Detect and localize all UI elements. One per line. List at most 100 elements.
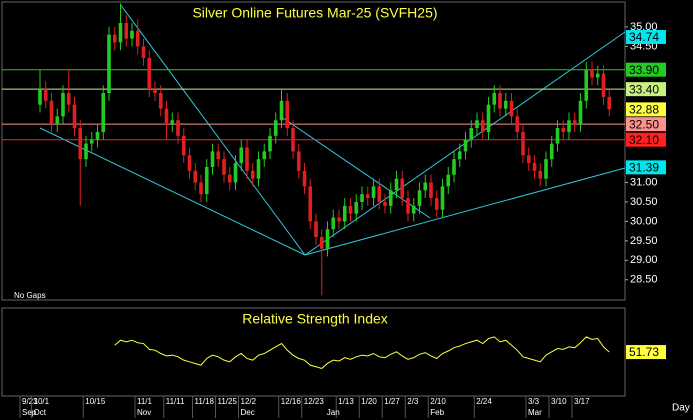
candle-body	[417, 190, 422, 206]
candle-body	[365, 194, 370, 199]
candle-body	[181, 135, 186, 156]
y-tick-label: 35.00	[630, 21, 658, 33]
candle-body	[354, 201, 359, 214]
candle-body	[452, 159, 456, 175]
candle-body	[43, 89, 48, 101]
candle-body	[285, 100, 290, 129]
candle-body	[377, 186, 382, 202]
candle-body	[400, 178, 405, 199]
month-label: Dec	[241, 408, 255, 417]
candle-body	[250, 170, 255, 179]
candle-body	[475, 120, 479, 129]
candle-body	[567, 120, 571, 132]
candle-body	[141, 46, 146, 59]
candle-body	[434, 198, 439, 210]
candle-body	[118, 23, 123, 43]
x-tick-label: 10/1	[34, 397, 50, 406]
candle-body	[107, 34, 111, 94]
candle-body	[124, 23, 129, 39]
candle-body	[337, 217, 341, 222]
candle-body	[222, 159, 226, 175]
x-tick-label: 1/20	[361, 397, 377, 406]
level-label-box	[626, 102, 666, 117]
level-label: 34.74	[629, 30, 659, 44]
candle-body	[227, 174, 232, 183]
marks: 35.0034.5031.0030.5030.0029.5029.0028.50…	[2, 3, 666, 418]
candle-body	[147, 58, 152, 90]
candle-body	[515, 116, 520, 132]
candle-body	[216, 151, 221, 160]
candle-body	[457, 151, 462, 160]
x-tick-label: 10/15	[85, 397, 106, 406]
trendline	[304, 167, 626, 256]
candle-body	[273, 120, 278, 136]
candle-body	[164, 108, 169, 125]
x-tick-label: 1/13	[338, 397, 354, 406]
candle-body	[78, 128, 83, 160]
candle-body	[112, 34, 117, 43]
x-tick-label: 9/23	[22, 397, 38, 406]
level-label-box	[626, 160, 666, 175]
candle-body	[411, 205, 416, 214]
candle-body	[89, 139, 94, 144]
candle-body	[440, 186, 445, 210]
candle-body	[170, 120, 175, 125]
candle-body	[204, 166, 209, 195]
y-tick-label: 29.50	[630, 235, 658, 247]
candle-body	[176, 120, 180, 136]
candle-body	[55, 116, 60, 125]
candle-body	[590, 69, 594, 78]
level-label-box	[626, 132, 666, 147]
candle-body	[486, 104, 491, 132]
candle-body	[84, 143, 88, 160]
x-tick-label: 12/23	[304, 397, 325, 406]
candle-body	[325, 229, 330, 249]
candle-body	[578, 100, 583, 125]
candle-body	[348, 205, 353, 214]
candle-body	[279, 100, 284, 121]
x-tick-label: 2/10	[430, 397, 446, 406]
x-tick-label: 2/24	[476, 397, 492, 406]
x-tick-label: 12/2	[241, 397, 257, 406]
candle-body	[331, 217, 336, 230]
y-tick-label: 28.50	[630, 274, 658, 286]
x-unit-label: Day	[672, 403, 690, 414]
month-label: Nov	[137, 408, 151, 417]
candle-body	[601, 73, 606, 97]
level-label-box	[626, 117, 666, 132]
candle-body	[296, 151, 301, 171]
candle-body	[153, 89, 157, 94]
x-tick-label: 11/1	[137, 397, 153, 406]
candle-body	[555, 128, 560, 144]
candle-body	[492, 93, 497, 105]
y-tick-label: 30.00	[630, 215, 658, 227]
x-tick-label: 1/27	[384, 397, 400, 406]
trendline	[282, 117, 431, 219]
candle-body	[503, 100, 508, 109]
candle-body	[561, 128, 566, 132]
candle-body	[38, 89, 42, 105]
month-label: Jan	[327, 408, 340, 417]
candle-body	[342, 205, 347, 222]
level-label: 31.39	[629, 161, 659, 175]
candle-body	[319, 236, 324, 249]
candle-body	[544, 159, 548, 179]
candle-body	[429, 182, 433, 199]
candle-body	[383, 201, 387, 206]
x-tick-label: 11/18	[195, 397, 215, 406]
candle-body	[463, 139, 468, 152]
candle-body	[291, 128, 295, 152]
x-tick-label: 3/17	[574, 397, 590, 406]
rsi-label: 51.73	[629, 345, 659, 359]
price-panel	[1, 1, 626, 301]
candle-body	[158, 93, 163, 109]
candle-body	[549, 143, 554, 160]
trendline	[119, 3, 306, 256]
y-tick-label: 29.00	[630, 254, 658, 266]
candle-body	[61, 93, 65, 117]
candle-body	[526, 155, 531, 164]
candle-body	[256, 159, 261, 179]
level-label: 32.10	[629, 133, 659, 147]
x-tick-label: 12/16	[281, 397, 302, 406]
